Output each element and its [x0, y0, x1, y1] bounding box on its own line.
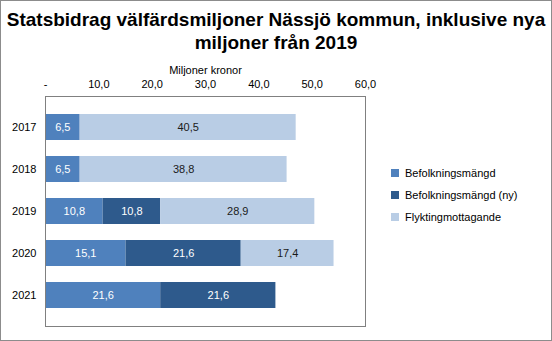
svg-text:21,6: 21,6 [92, 289, 113, 301]
svg-text:50,0: 50,0 [301, 78, 322, 90]
svg-text:40,0: 40,0 [248, 78, 269, 90]
svg-text:10,8: 10,8 [64, 205, 85, 217]
svg-text:15,1: 15,1 [75, 247, 96, 259]
svg-text:Miljoner kronor: Miljoner kronor [169, 64, 242, 76]
svg-text:2017: 2017 [12, 121, 36, 133]
svg-text:17,4: 17,4 [277, 247, 298, 259]
svg-text:6,5: 6,5 [55, 163, 70, 175]
svg-text:10,0: 10,0 [88, 78, 109, 90]
svg-text:10,8: 10,8 [121, 205, 142, 217]
svg-text:2021: 2021 [12, 289, 36, 301]
svg-text:40,5: 40,5 [177, 121, 198, 133]
svg-text:6,5: 6,5 [55, 121, 70, 133]
svg-text:21,6: 21,6 [173, 247, 194, 259]
svg-text:21,6: 21,6 [208, 289, 229, 301]
svg-text:30,0: 30,0 [195, 78, 216, 90]
svg-text:2019: 2019 [12, 205, 36, 217]
svg-text:2020: 2020 [12, 247, 36, 259]
svg-text:38,8: 38,8 [173, 163, 194, 175]
html-text:Statsbidrag välfärdsmiljoner N: Statsbidrag välfärdsmiljoner Nässjö komm… [6, 9, 546, 53]
svg-text:-: - [44, 78, 48, 90]
html-text:Befolkningsmängd: Befolkningsmängd [405, 167, 496, 179]
svg-text:20,0: 20,0 [141, 78, 162, 90]
svg-text:60,0: 60,0 [355, 78, 376, 90]
svg-text:2018: 2018 [12, 163, 36, 175]
html-text:Flyktingmottagande: Flyktingmottagande [405, 211, 501, 223]
html-text:Befolkningsmängd (ny): Befolkningsmängd (ny) [405, 189, 518, 201]
svg-text:28,9: 28,9 [227, 205, 248, 217]
